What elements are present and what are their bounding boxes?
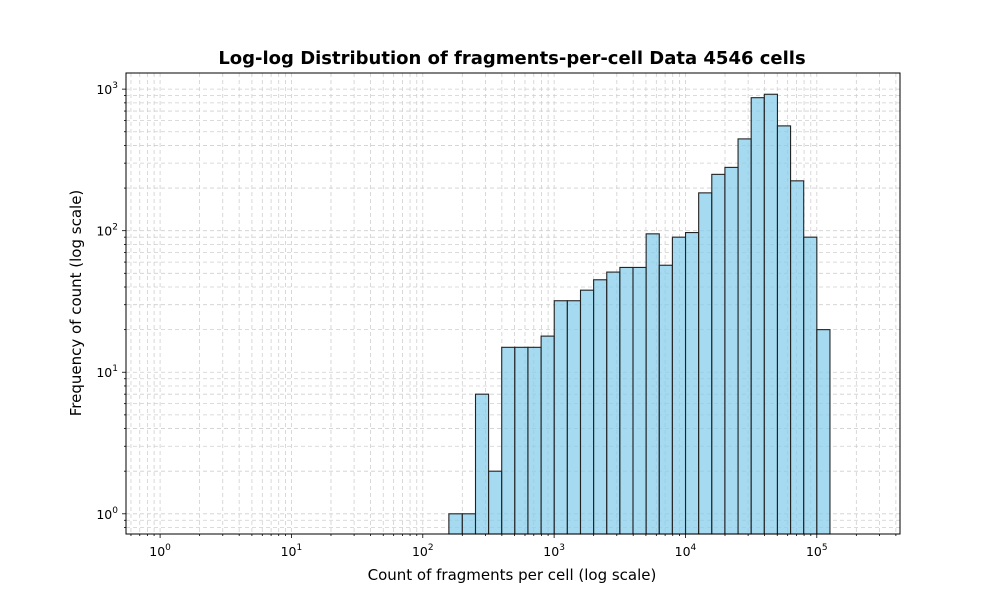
histogram-bar — [501, 346, 516, 535]
histogram-bar — [763, 93, 778, 535]
histogram-bar — [540, 335, 555, 535]
histogram-bar — [658, 264, 673, 535]
x-tick-label: 105 — [806, 543, 828, 559]
bars — [448, 93, 831, 535]
histogram-bar — [461, 513, 477, 535]
x-axis-label: Count of fragments per cell (log scale) — [368, 566, 657, 584]
histogram-bar — [566, 300, 582, 535]
histogram-bar — [488, 470, 503, 535]
x-tick-label: 100 — [149, 543, 171, 559]
histogram-bar — [527, 346, 542, 535]
histogram-bar — [448, 513, 463, 535]
x-tick-label: 104 — [675, 543, 697, 559]
histogram-bar — [579, 289, 595, 535]
histogram-bar — [514, 346, 529, 535]
ticks: 100 101 102 103 104 105 100 101 102 103 — [96, 81, 897, 559]
histogram-bar — [737, 138, 752, 535]
histogram-bar — [606, 271, 621, 535]
y-tick-label: 103 — [96, 81, 118, 97]
x-tick-label: 103 — [543, 543, 565, 559]
histogram-bar — [776, 125, 792, 535]
histogram-bar — [553, 300, 568, 535]
histogram-bar — [684, 232, 700, 535]
histogram-bar — [790, 180, 805, 535]
chart-title: Log-log Distribution of fragments-per-ce… — [218, 48, 805, 69]
histogram-bar — [750, 97, 765, 535]
y-tick-label: 100 — [96, 506, 118, 522]
y-tick-label: 102 — [96, 223, 118, 239]
histogram-bar — [724, 166, 739, 535]
plot-frame — [125, 72, 901, 535]
histogram-bar — [474, 393, 490, 535]
histogram-bar — [803, 236, 818, 535]
histogram-bar — [593, 279, 608, 535]
histogram-bar — [816, 329, 831, 535]
x-tick-label: 101 — [281, 543, 303, 559]
histogram-bar — [711, 173, 726, 535]
y-tick-label: 101 — [96, 364, 118, 380]
histogram-bar — [671, 236, 687, 535]
y-axis-label: Frequency of count (log scale) — [67, 190, 85, 417]
histogram-bar — [632, 266, 647, 535]
histogram-bar — [619, 266, 634, 535]
histogram-bar — [645, 233, 660, 535]
x-tick-label: 102 — [412, 543, 434, 559]
histogram-bar — [698, 192, 713, 535]
